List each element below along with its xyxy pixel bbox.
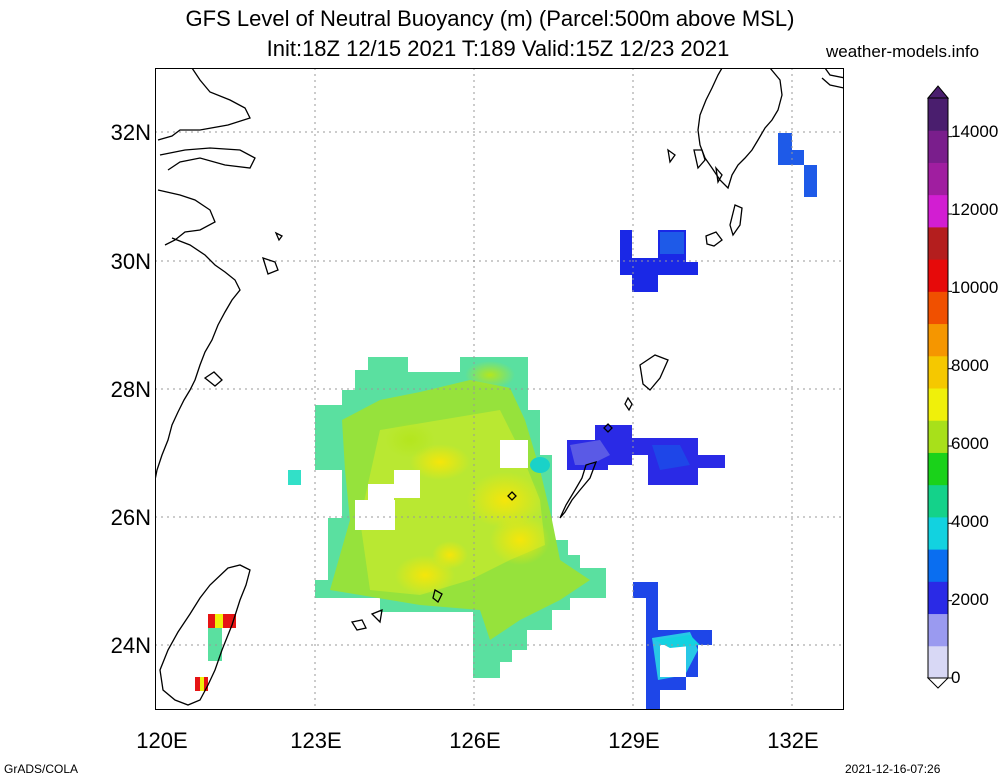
data-field [195,133,817,710]
credit-text: weather-models.info [826,42,980,61]
kyushu-coastline [697,68,844,190]
colorbar-segment [928,98,948,131]
colorbar-segment [928,226,948,260]
map-title-line1: GFS Level of Neutral Buoyancy (m) (Parce… [185,6,795,31]
y-tick-label: 26N [110,505,151,530]
colorbar-min-arrow [926,677,950,689]
x-tick-label: 126E [449,728,501,753]
x-tick-label: 132E [767,728,819,753]
colorbar-label: 0 [951,668,961,687]
colorbar-segment [928,355,948,389]
colorbar-label: 10000 [951,278,999,297]
colorbar-label: 8000 [951,356,989,375]
colorbar-label: 2000 [951,590,989,609]
map-title-line2: Init:18Z 12/15 2021 T:189 Valid:15Z 12/2… [266,36,730,61]
x-tick-label: 123E [290,728,342,753]
y-tick-label: 24N [110,633,151,658]
colorbar-segment [928,549,948,582]
y-tick-label: 30N [110,249,151,274]
colorbar-segment [928,291,948,325]
colorbar-outline [927,97,949,679]
taiwan-coastline [159,564,251,706]
colorbar-segment [928,388,948,421]
colorbar-segment [928,516,948,550]
y-tick-label: 32N [110,120,151,145]
lnb-region-east [567,425,725,485]
colorbar-max-arrow [926,85,950,99]
y-tick-label: 28N [110,377,151,402]
footer-left: GrADS/COLA [4,762,79,776]
colorbar-label: 14000 [951,122,999,141]
china-coastline [155,68,256,481]
coastlines [155,68,844,706]
colorbar-label: 4000 [951,512,989,531]
map-frame [155,68,844,710]
colorbar-segment [928,259,948,292]
colorbar-segment [928,645,948,679]
graticule [155,68,844,710]
colorbar-segment [928,162,948,196]
colorbar-segment [928,194,948,228]
colorbar-segment [928,581,948,615]
x-tick-label: 120E [136,728,188,753]
x-tick-label: 129E [608,728,660,753]
colorbar-label: 12000 [951,200,999,219]
colorbar-segment [928,452,948,486]
colorbar-segment [928,613,948,647]
colorbar-segment [928,484,948,518]
footer-right: 2021-12-16-07:26 [845,762,941,776]
colorbar-segment [928,420,948,453]
colorbar-segment [928,130,948,163]
colorbar-label: 6000 [951,434,989,453]
colorbar [926,85,952,689]
colorbar-segment [928,323,948,357]
